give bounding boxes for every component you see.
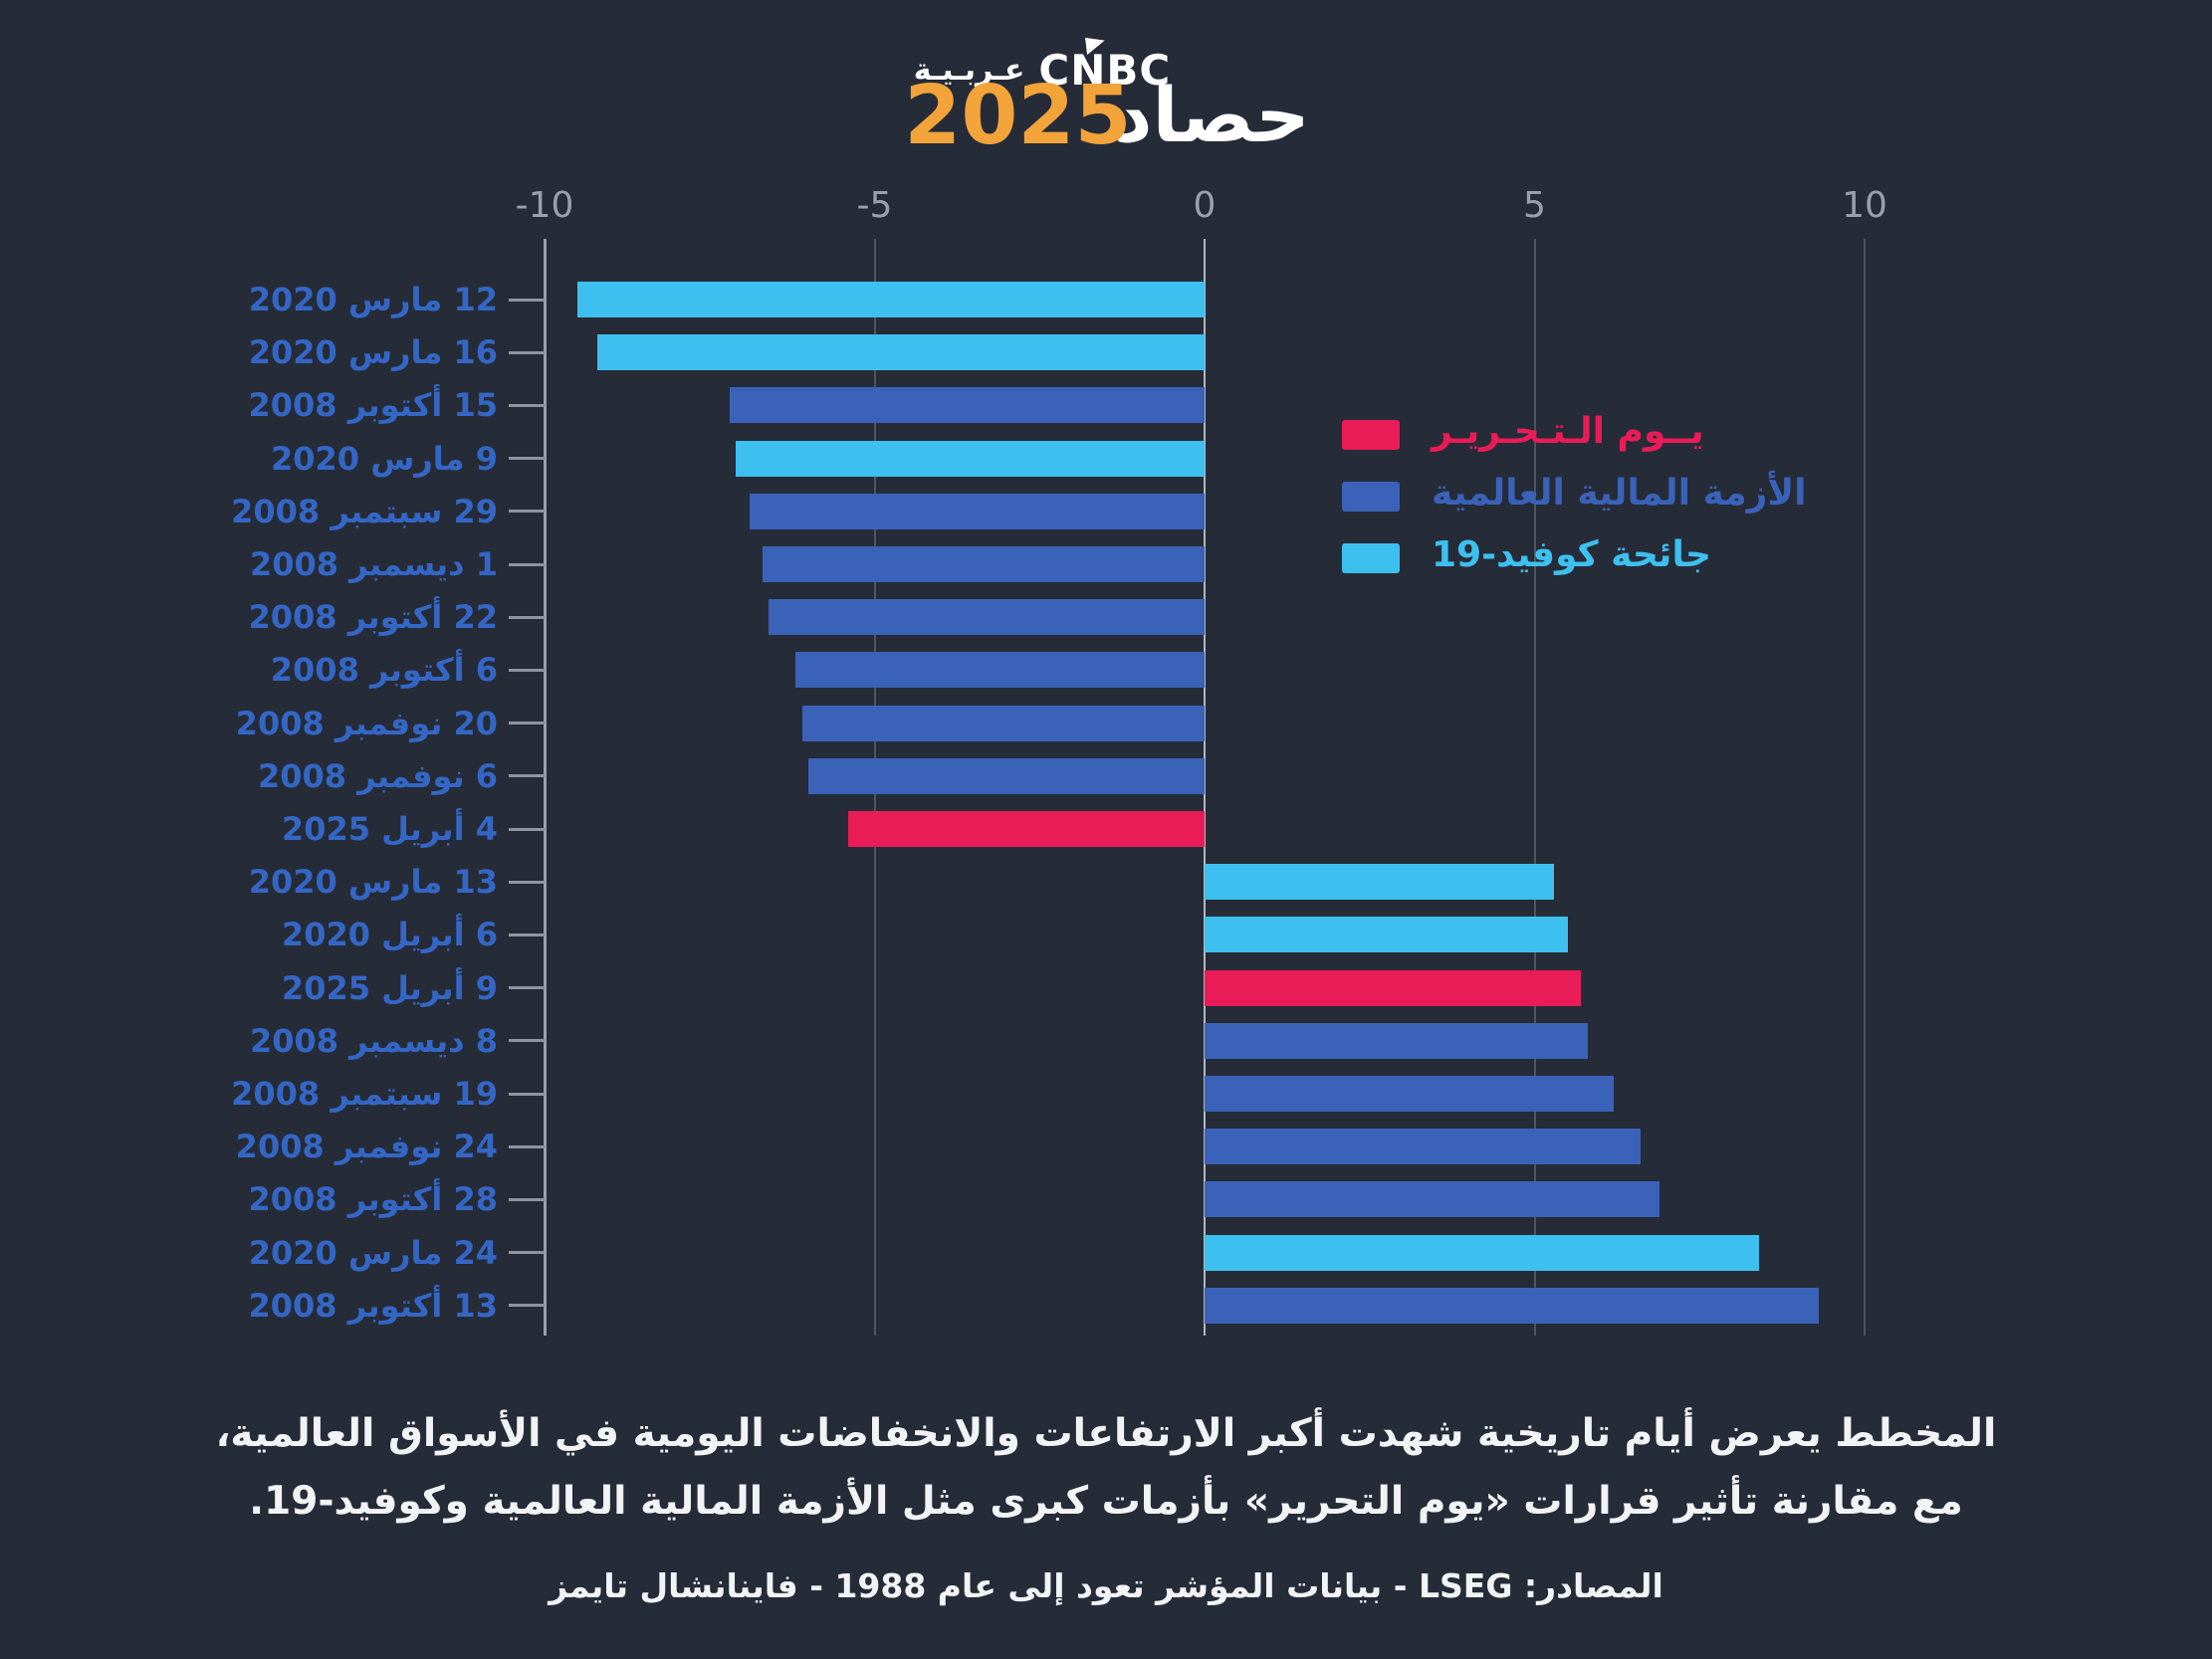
row-tick-mark: [509, 1251, 545, 1255]
row-tick-mark: [509, 1144, 545, 1148]
row-date-label: 6 أكتوبر 2008: [270, 651, 498, 690]
row-date-label: 12 مارس 2020: [248, 281, 498, 318]
row-tick-mark: [509, 562, 545, 566]
grid-line: [1864, 239, 1866, 1336]
bar-covid: [736, 440, 1205, 477]
row-date-label: 24 نوفمبر 2008: [235, 1128, 498, 1166]
row-tick-mark: [509, 403, 545, 407]
row-date-label: 6 نوفمبر 2008: [257, 756, 498, 795]
bar-gfc: [794, 652, 1205, 689]
legend-swatch-covid: [1342, 543, 1400, 573]
x-axis-tick-label: 5: [1523, 185, 1546, 226]
brand-header: CNBC عـربـيـة: [914, 46, 1171, 95]
bar-covid: [577, 282, 1205, 317]
x-axis-tick-label: -5: [856, 185, 893, 226]
row-tick-mark: [509, 722, 545, 726]
brand-arabic-label: عـربـيـة: [913, 53, 1025, 88]
bar-gfc: [1205, 1181, 1660, 1218]
row-tick-mark: [509, 880, 545, 884]
row-date-label: 6 أبريل 2020: [281, 916, 498, 954]
row-date-label: 8 ديسمبر 2008: [249, 1021, 498, 1060]
legend-swatch-liberation: [1342, 420, 1400, 450]
row-date-label: 24 مارس 2020: [248, 1233, 498, 1272]
row-date-label: 29 سبتمبر 2008: [231, 492, 498, 530]
zero-grid-line: [1204, 239, 1206, 1336]
bar-covid: [1205, 917, 1568, 953]
bar-gfc: [769, 599, 1205, 636]
row-tick-mark: [509, 774, 545, 778]
hasad-word: حصاد: [1113, 71, 1310, 159]
row-date-label: 1 ديسمبر 2008: [249, 545, 498, 583]
bar-gfc: [1205, 1022, 1588, 1059]
bar-gfc: [801, 705, 1205, 741]
cnbc-logo-text: CNBC: [1038, 46, 1172, 95]
row-date-label: 4 أبريل 2025: [281, 810, 498, 848]
caption-line-2: مع مقارنة تأثير قرارات «يوم التحرير» بأز…: [249, 1479, 1963, 1524]
row-tick-mark: [509, 350, 545, 354]
row-date-label: 16 مارس 2020: [248, 333, 498, 372]
row-date-label: 28 أكتوبر 2008: [248, 1180, 499, 1219]
legend-swatch-gfc: [1342, 482, 1400, 512]
x-axis-tick-label: 10: [1842, 185, 1887, 226]
row-date-label: 19 سبتمبر 2008: [231, 1075, 498, 1113]
source-line: المصادر: LSEG - بيانات المؤشر تعود إلى ع…: [549, 1566, 1663, 1605]
caption-line-1: المخطط يعرض أيام تاريخية شهدت أكبر الارت…: [215, 1411, 1997, 1456]
bar-gfc: [1205, 1129, 1641, 1165]
row-tick-mark: [509, 1092, 545, 1096]
row-tick-mark: [509, 1197, 545, 1201]
row-date-label: 22 أكتوبر 2008: [248, 598, 499, 637]
bar-gfc: [1205, 1076, 1615, 1112]
hasad-year: 2025: [904, 69, 1132, 163]
row-tick-mark: [509, 827, 545, 831]
row-tick-mark: [509, 457, 545, 461]
bar-covid: [1205, 864, 1555, 901]
cnbc-logo: CNBC: [1038, 46, 1171, 95]
row-tick-mark: [509, 933, 545, 936]
legend-label-covid: جائحة كوفيد-19: [1432, 534, 1711, 575]
hasad-2025-logo: حصاد 2025: [904, 69, 1310, 163]
row-tick-mark: [509, 668, 545, 672]
bar-gfc: [729, 387, 1205, 424]
x-axis-tick-label: -10: [515, 185, 574, 226]
bar-gfc: [808, 757, 1205, 794]
row-date-label: 15 أكتوبر 2008: [248, 386, 499, 425]
row-date-label: 9 أبريل 2025: [281, 968, 498, 1007]
bar-covid: [1205, 1234, 1759, 1271]
bar-covid: [597, 334, 1205, 371]
row-tick-mark: [509, 1304, 545, 1308]
legend-label-liberation: يــوم الـتـحـريـر: [1432, 411, 1704, 452]
bar-gfc: [749, 493, 1205, 529]
row-date-label: 9 مارس 2020: [270, 439, 498, 478]
bar-liberation: [1205, 969, 1581, 1006]
row-tick-mark: [509, 1039, 545, 1043]
row-date-label: 13 أكتوبر 2008: [248, 1286, 499, 1325]
row-date-label: 13 مارس 2020: [248, 863, 498, 902]
bar-gfc: [1205, 1287, 1819, 1324]
y-axis-line: [544, 239, 547, 1336]
row-tick-mark: [509, 298, 545, 302]
legend-label-gfc: الأزمة المالية العالمية: [1432, 473, 1807, 514]
grid-line: [1533, 239, 1536, 1336]
row-tick-mark: [509, 986, 545, 990]
row-tick-mark: [509, 510, 545, 514]
bar-liberation: [847, 811, 1205, 847]
bar-gfc: [762, 546, 1205, 582]
row-date-label: 20 نوفمبر 2008: [235, 704, 498, 742]
row-tick-mark: [509, 615, 545, 619]
x-axis-tick-label: 0: [1193, 185, 1217, 226]
